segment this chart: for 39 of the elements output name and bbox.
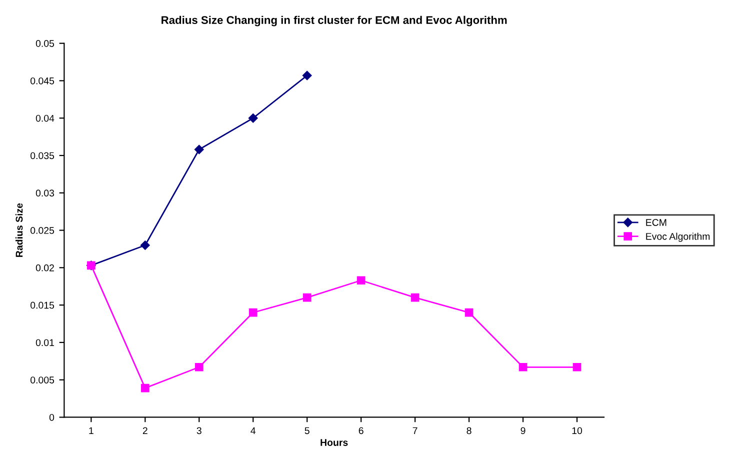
point	[410, 293, 420, 302]
y-tick-label: 0.04	[36, 114, 54, 122]
x-tick-label: 5	[304, 427, 310, 434]
point	[356, 276, 366, 285]
point	[302, 70, 312, 80]
y-tick-label: 0.035	[30, 152, 54, 160]
point	[464, 308, 474, 317]
x-axis-title: Hours	[320, 439, 348, 446]
point	[302, 293, 312, 302]
point	[248, 308, 258, 317]
y-tick-label: 0.03	[36, 190, 54, 197]
legend-label: ECM	[646, 219, 666, 226]
point	[248, 113, 258, 123]
y-tick-label: 0.02	[36, 264, 54, 272]
chart-title: Radius Size Changing in first cluster for ECM and Evoc Algorithm	[162, 16, 507, 26]
y-tick-label: 0.05	[36, 40, 54, 47]
point	[572, 362, 582, 372]
x-tick-label: 9	[520, 427, 526, 434]
y-tick-label: 0.045	[30, 77, 54, 84]
point	[140, 240, 150, 250]
point	[518, 362, 528, 372]
x-tick-label: 3	[196, 427, 202, 434]
y-tick-label: 0	[49, 414, 54, 421]
y-tick-label: 0.025	[30, 227, 54, 234]
point	[194, 144, 204, 154]
x-tick-label: 8	[466, 427, 472, 434]
x-tick-label: 6	[358, 427, 364, 434]
y-axis-title: Radius Size	[16, 203, 23, 257]
x-tick-label: 10	[572, 427, 582, 434]
y-tick-label: 0.015	[30, 302, 54, 309]
point	[140, 384, 150, 392]
x-tick-label: 2	[142, 427, 148, 434]
legend-label: Evoc Algorithm	[646, 232, 710, 242]
y-tick-label: 0.01	[36, 339, 54, 346]
x-tick-label: 4	[250, 427, 256, 434]
x-tick-label: 7	[412, 427, 418, 434]
y-tick-label: 0.005	[30, 376, 54, 384]
x-tick-label: 1	[89, 427, 94, 434]
point	[194, 362, 204, 372]
